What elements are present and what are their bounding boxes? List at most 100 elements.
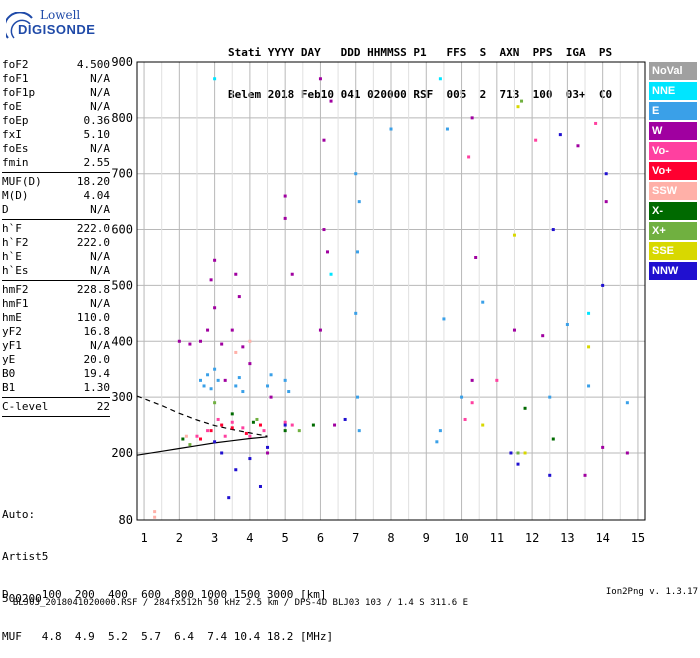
digisonde-logo: Lowell DIGISONDE: [6, 8, 95, 44]
echo-point-nnw: [509, 451, 513, 455]
param-name: fxI: [2, 128, 22, 141]
legend-item-x-: X-: [649, 202, 697, 220]
echo-point-e: [354, 311, 358, 315]
echo-point-e: [625, 401, 629, 405]
param-value: 222.0: [76, 222, 110, 235]
echo-point-w: [199, 339, 202, 343]
echo-point-x-: [297, 429, 301, 433]
echo-point-x-: [255, 417, 259, 421]
param-row: yF1 N/A: [2, 339, 110, 353]
echo-point-nne: [213, 77, 217, 81]
echo-point-x-: [523, 406, 527, 410]
echo-point-vo-: [470, 401, 474, 405]
param-row: h`E N/A: [2, 250, 110, 264]
echo-point-vo-: [220, 423, 224, 427]
param-value: 16.8: [83, 325, 111, 338]
param-value: 22: [96, 400, 110, 413]
echo-point-ssw: [153, 515, 157, 519]
echo-point-nnw: [516, 462, 520, 466]
file-info-footer: BLJ03_2018041020000.RSF / 284fx512h 50 k…: [2, 587, 698, 620]
param-value: 20.0: [83, 353, 111, 366]
echo-point-w: [237, 295, 241, 299]
param-row: fmin 2.55: [2, 156, 110, 170]
echo-point-w: [213, 258, 217, 262]
echo-point-vo-: [467, 155, 471, 159]
echo-point-ssw: [184, 434, 188, 438]
param-row: foF1 N/A: [2, 72, 110, 86]
echo-point-e: [199, 378, 202, 382]
auto-label: Auto:: [2, 508, 36, 521]
echo-point-x-: [311, 423, 315, 427]
param-value: 222.0: [76, 236, 110, 249]
echo-point-w: [601, 445, 605, 449]
echo-point-ssw: [248, 339, 252, 343]
param-row: M(D) 4.04: [2, 189, 110, 203]
echo-point-vo-: [244, 431, 248, 435]
param-name: h`Es: [2, 264, 29, 277]
echo-point-nnw: [604, 172, 608, 176]
echo-point-nnw: [558, 133, 562, 137]
echo-point-vo-: [209, 429, 213, 433]
echo-point-w: [230, 328, 234, 332]
echo-point-nne: [587, 311, 591, 315]
echo-point-e: [241, 390, 245, 394]
echo-point-e: [438, 429, 442, 433]
param-row: MUF(D) 18.20: [2, 175, 110, 189]
y-tick-label: 300: [111, 390, 133, 404]
echo-point-w: [209, 278, 213, 282]
param-value: 110.0: [76, 311, 110, 324]
echo-point-w: [322, 228, 326, 232]
echo-point-w: [213, 306, 217, 310]
echo-point-e: [269, 373, 273, 377]
echo-point-w: [283, 216, 287, 220]
station-header: Stati YYYY DAY DDD HHMMSS P1 FFS S AXN P…: [228, 18, 612, 116]
echo-point-w: [223, 378, 227, 382]
param-row: B0 19.4: [2, 367, 110, 381]
param-name: D: [2, 203, 9, 216]
y-tick-label: 900: [111, 55, 133, 69]
x-tick-label: 15: [631, 531, 645, 545]
echo-point-x-: [520, 99, 524, 103]
echo-point-e: [355, 250, 359, 254]
echo-point-w: [474, 255, 478, 259]
echo-point-x-: [230, 412, 234, 416]
param-name: h`E: [2, 250, 22, 263]
divider: [2, 219, 110, 220]
ionogram-chart: 1 2 3 4 5 6 7 8 9 10 11 12 13 14 15 802003004005006007…: [111, 55, 646, 545]
echo-point-sse: [523, 451, 527, 455]
divider: [2, 280, 110, 281]
echo-point-w: [290, 272, 294, 276]
echo-point-e: [587, 384, 591, 388]
param-value: N/A: [90, 203, 110, 216]
logo-line1: Lowell: [40, 8, 81, 22]
param-row: hmE 110.0: [2, 311, 110, 325]
echo-point-sse: [481, 423, 485, 427]
echo-point-e: [209, 387, 213, 391]
y-tick-label: 600: [111, 223, 133, 237]
param-group-1: foF2 4.500 foF1 N/A foF1p N/A foE N/A foEp 0.36 fx…: [2, 58, 110, 170]
echo-point-e: [435, 440, 439, 444]
echo-point-w: [234, 272, 238, 276]
x-tick-label: 4: [246, 531, 253, 545]
echo-point-e: [206, 373, 210, 377]
echo-point-vo-: [223, 434, 227, 438]
legend-item-x-: X+: [649, 222, 697, 240]
echo-point-nnw: [234, 468, 238, 472]
echo-point-w: [541, 334, 545, 338]
echo-point-e: [266, 384, 270, 388]
x-tick-label: 8: [387, 531, 394, 545]
param-group-4: hmF2 228.8 hmF1 N/A hmE 110.0 yF2 16.8 yF1 N/A yE 2…: [2, 283, 110, 395]
echo-point-w: [583, 473, 587, 477]
echo-point-e: [389, 127, 393, 131]
param-name: h`F2: [2, 236, 29, 249]
echo-point-w: [625, 451, 629, 455]
echo-point-w: [188, 342, 192, 346]
echo-point-w: [269, 395, 273, 399]
param-value: N/A: [90, 72, 110, 85]
x-tick-label: 2: [176, 531, 183, 545]
param-value: N/A: [90, 250, 110, 263]
param-name: foEp: [2, 114, 29, 127]
param-value: 5.10: [83, 128, 111, 141]
echo-point-vo-: [534, 138, 538, 142]
echo-point-e: [481, 300, 485, 304]
